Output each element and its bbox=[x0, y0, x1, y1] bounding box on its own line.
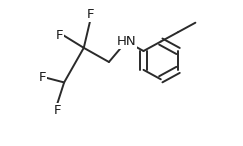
Text: F: F bbox=[39, 71, 46, 84]
Text: F: F bbox=[56, 29, 63, 42]
Text: HN: HN bbox=[116, 35, 136, 48]
Text: F: F bbox=[86, 8, 94, 21]
Text: F: F bbox=[53, 104, 61, 117]
